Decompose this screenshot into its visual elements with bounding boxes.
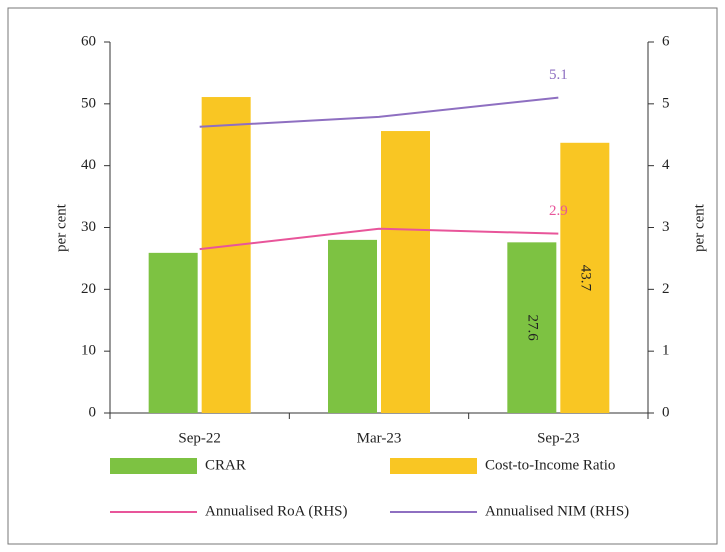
- bar: [328, 239, 377, 413]
- y-tick-label: 30: [81, 219, 96, 235]
- y2-axis-label: per cent: [691, 203, 707, 252]
- x-tick-label: Sep-22: [178, 430, 221, 446]
- data-label: 5.1: [549, 67, 568, 83]
- y2-tick-label: 6: [662, 33, 670, 49]
- legend-label: Annualised NIM (RHS): [485, 503, 629, 519]
- y2-tick-label: 0: [662, 404, 670, 420]
- y2-tick-label: 1: [662, 343, 670, 359]
- y-axis-label: per cent: [53, 203, 69, 252]
- y-tick-label: 0: [89, 404, 97, 420]
- y2-tick-label: 5: [662, 95, 670, 111]
- legend-label: CRAR: [205, 457, 246, 473]
- data-label: 43.7: [577, 265, 593, 292]
- bar: [381, 131, 430, 414]
- legend-swatch: [390, 458, 477, 474]
- y-tick-label: 40: [81, 157, 96, 173]
- y2-tick-label: 3: [662, 219, 670, 235]
- x-tick-label: Mar-23: [357, 430, 402, 446]
- frame: [7, 7, 718, 545]
- legend-label: Cost-to-Income Ratio: [485, 457, 615, 473]
- bar: [507, 242, 557, 413]
- y-tick-label: 50: [81, 95, 96, 111]
- legend-swatch: [110, 458, 197, 474]
- y2-tick-label: 4: [662, 157, 670, 173]
- y-tick-label: 10: [81, 343, 96, 359]
- x-tick-label: Sep-23: [537, 430, 580, 446]
- bar: [148, 252, 198, 413]
- line: [199, 227, 559, 251]
- bar: [201, 97, 251, 413]
- data-label: 2.9: [549, 203, 568, 219]
- y-tick-label: 60: [81, 33, 96, 49]
- data-label: 27.6: [524, 315, 540, 342]
- line: [199, 96, 559, 128]
- bar: [560, 142, 610, 413]
- y-tick-label: 20: [81, 281, 96, 297]
- y2-tick-label: 2: [662, 281, 670, 297]
- legend-label: Annualised RoA (RHS): [205, 503, 348, 519]
